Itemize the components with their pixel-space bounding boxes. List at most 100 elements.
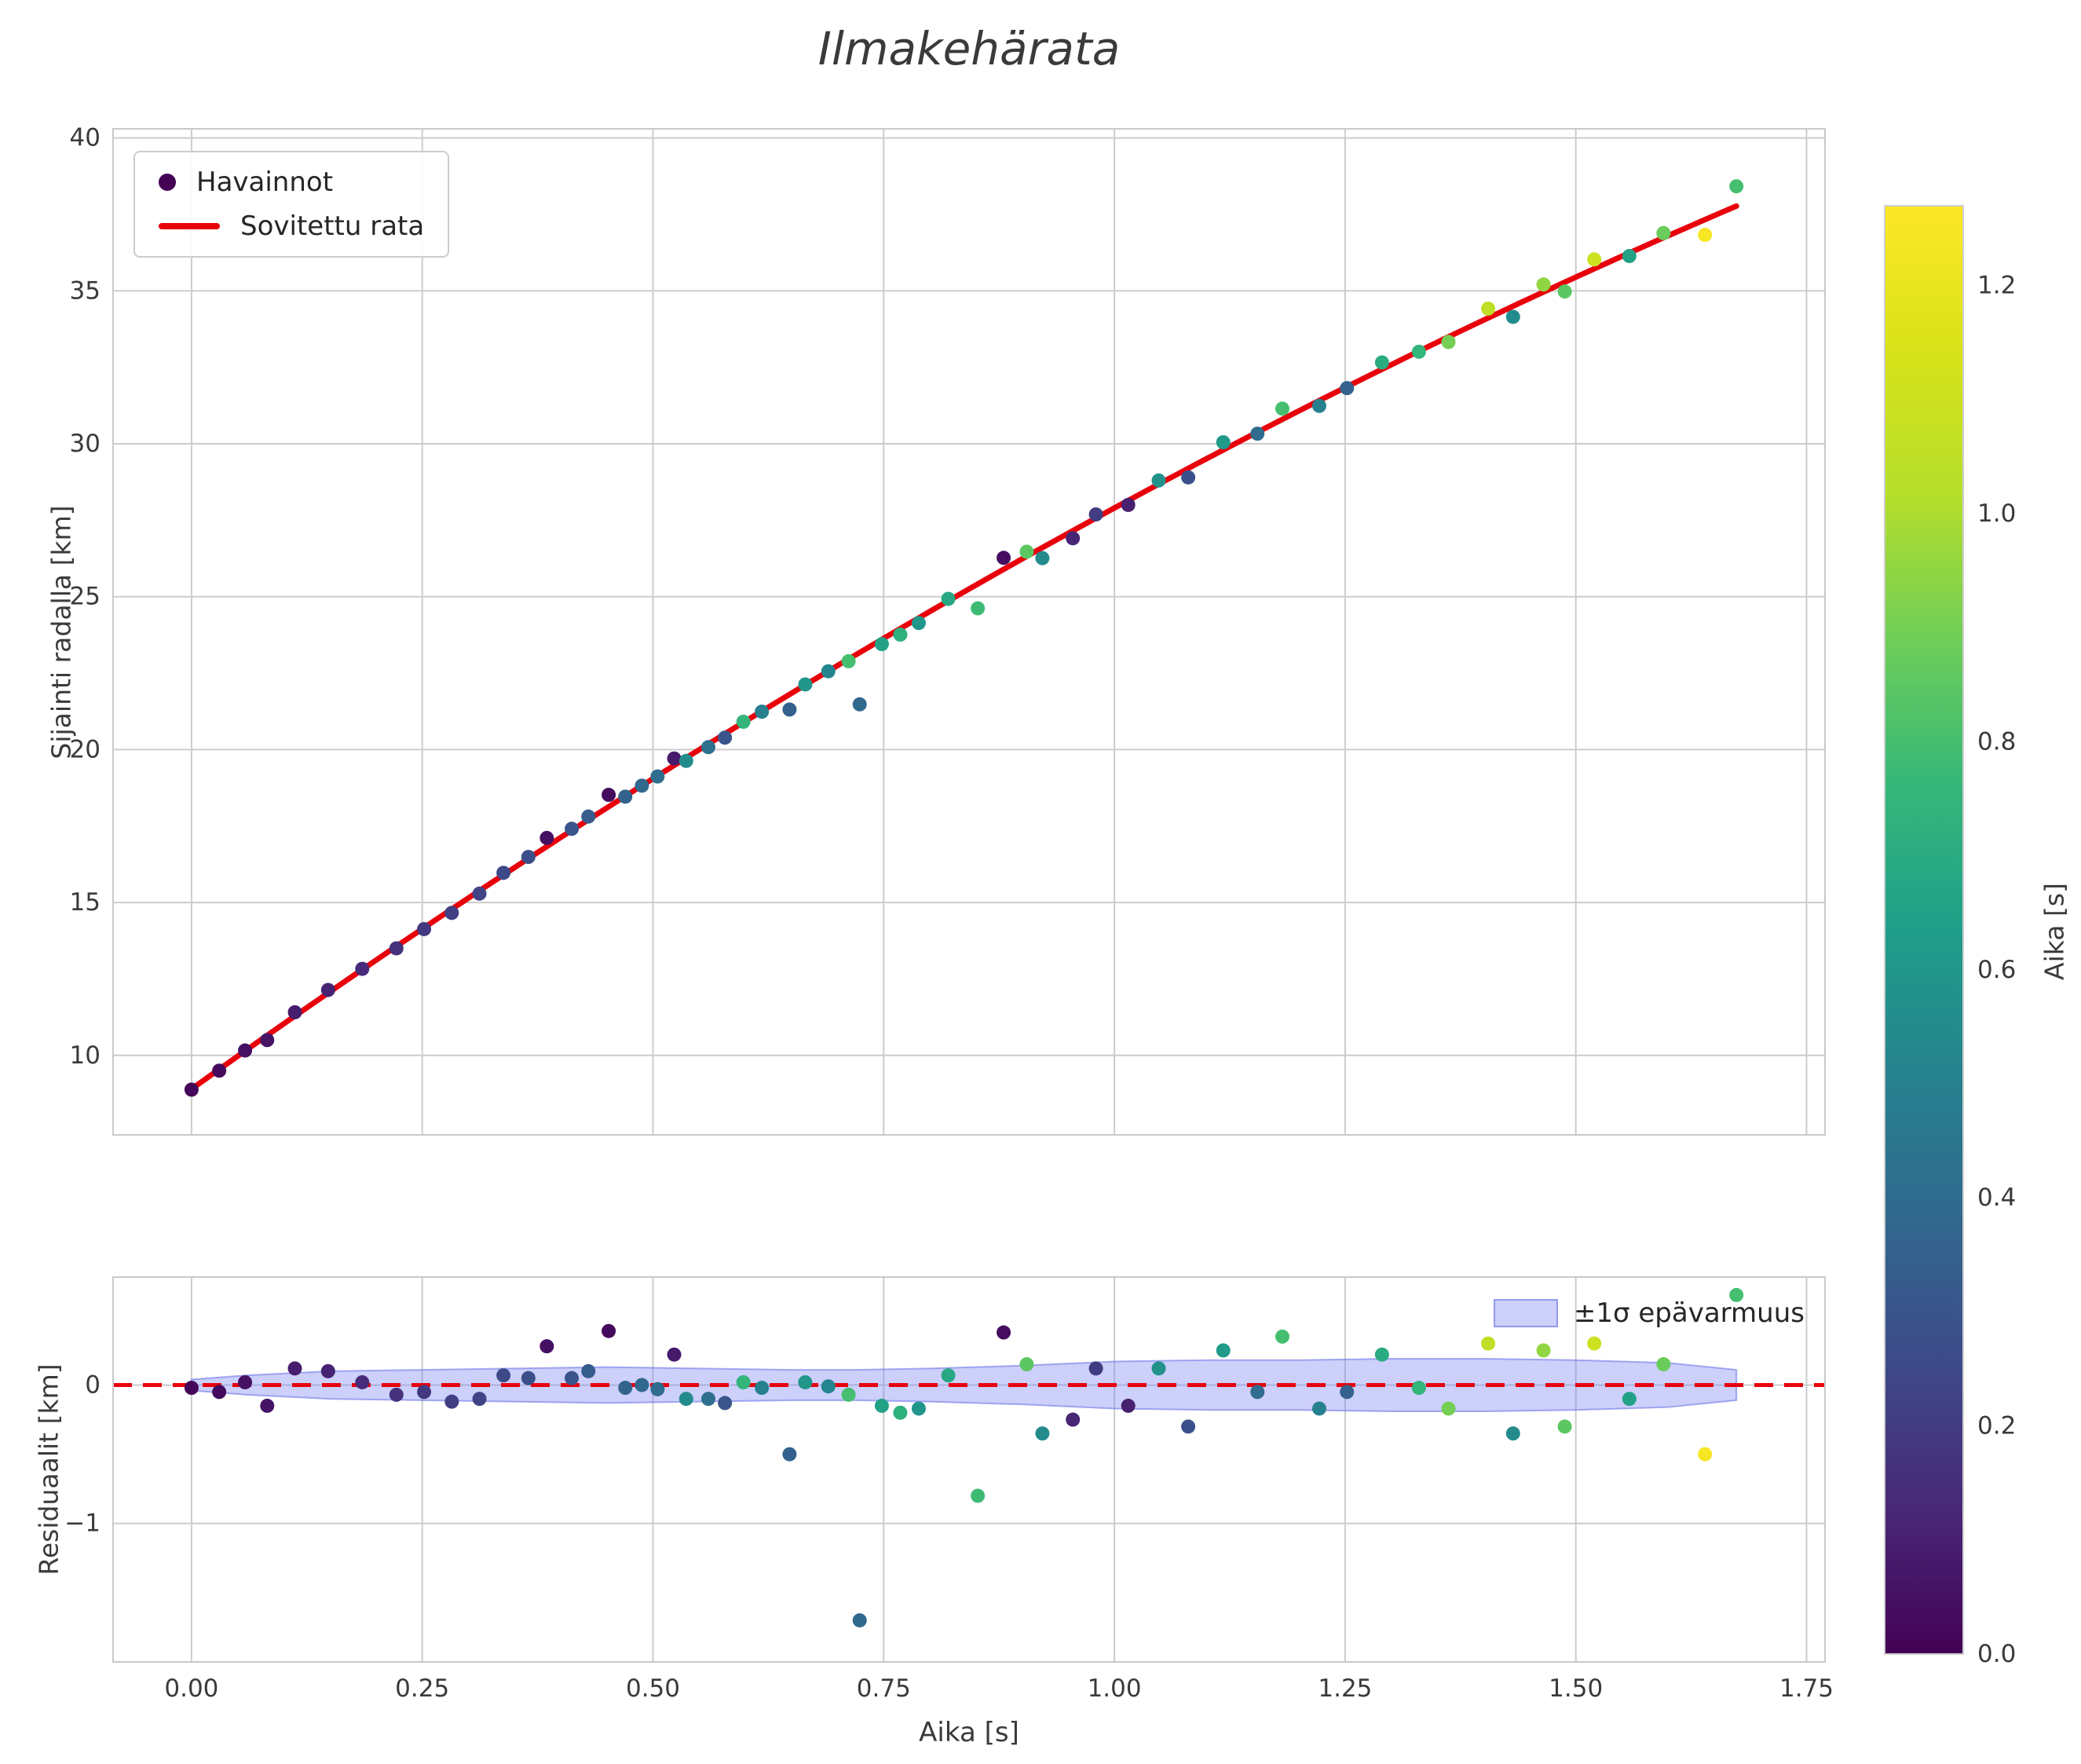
- scatter-point: [1088, 507, 1103, 522]
- colorbar-tick-label: 0.8: [1977, 727, 2016, 756]
- residual-point: [260, 1398, 275, 1413]
- residual-point: [287, 1361, 302, 1376]
- residual-point: [678, 1392, 693, 1407]
- x-tick-label: 1.25: [1318, 1674, 1372, 1703]
- scatter-point: [1622, 248, 1637, 263]
- scatter-point: [1557, 284, 1572, 299]
- x-axis-label: Aika [s]: [919, 1717, 1019, 1748]
- residual-point: [1181, 1419, 1196, 1434]
- scatter-point: [602, 788, 616, 803]
- residual-point: [1557, 1419, 1572, 1434]
- x-tick-label: 1.75: [1779, 1674, 1834, 1703]
- scatter-point: [911, 616, 926, 631]
- residual-point: [997, 1325, 1011, 1340]
- scatter-point: [893, 628, 908, 642]
- residual-point: [472, 1392, 487, 1407]
- scatter-point: [539, 830, 554, 845]
- residual-point: [667, 1347, 682, 1362]
- scatter-point: [1441, 335, 1456, 350]
- scatter-point: [1151, 473, 1166, 488]
- scatter-point: [718, 730, 733, 745]
- observations-marker-icon: [159, 174, 176, 191]
- scatter-point: [1505, 309, 1520, 324]
- axes-frame-0: [112, 128, 1826, 1136]
- legend-item-observations: Havainnot: [159, 167, 424, 198]
- scatter-point: [1035, 551, 1050, 565]
- residual-point: [650, 1382, 665, 1396]
- x-tick-label: 0.50: [626, 1674, 680, 1703]
- residual-point: [618, 1381, 633, 1396]
- residual-point: [1729, 1287, 1744, 1302]
- colorbar-tick-label: 0.0: [1977, 1640, 2016, 1668]
- residual-point: [874, 1398, 889, 1413]
- scatter-point: [1066, 531, 1081, 546]
- scatter-point: [667, 751, 682, 766]
- scatter-point: [389, 941, 404, 956]
- residual-point: [911, 1401, 926, 1416]
- x-tick-label: 0.25: [395, 1674, 449, 1703]
- trajectory-legend: Havainnot Sovitettu rata: [133, 151, 450, 258]
- scatter-point: [287, 1005, 302, 1019]
- scatter-point: [417, 921, 432, 936]
- scatter-point: [320, 983, 335, 997]
- scatter-point: [971, 601, 986, 616]
- residual-point: [1151, 1361, 1166, 1376]
- scatter-point: [184, 1082, 199, 1097]
- scatter-point: [650, 769, 665, 784]
- residuals-legend: ±1σ epävarmuus: [1493, 1297, 1805, 1329]
- residual-point: [602, 1323, 616, 1338]
- residual-point: [539, 1339, 554, 1354]
- colorbar-tick-label: 0.2: [1977, 1412, 2016, 1440]
- colorbar-label: Aika [s]: [2039, 883, 2070, 980]
- x-tick-label: 1.00: [1088, 1674, 1142, 1703]
- residual-point: [1587, 1336, 1602, 1351]
- colorbar-tick-label: 1.0: [1977, 500, 2016, 528]
- scatter-point: [1019, 544, 1034, 559]
- scatter-point: [635, 778, 649, 793]
- scatter-point: [1311, 398, 1326, 413]
- residual-point: [184, 1381, 199, 1396]
- residual-point: [736, 1374, 751, 1389]
- residual-point: [496, 1368, 511, 1383]
- residual-point: [355, 1374, 370, 1389]
- scatter-point: [701, 740, 716, 755]
- residual-point: [320, 1363, 335, 1378]
- scatter-point: [238, 1043, 253, 1058]
- residual-point: [1411, 1381, 1426, 1396]
- scatter-point: [1374, 355, 1389, 370]
- scatter-point: [618, 789, 633, 804]
- residual-point: [444, 1394, 459, 1409]
- residual-point: [1441, 1401, 1456, 1416]
- residual-point: [417, 1385, 432, 1400]
- scatter-point: [1121, 497, 1136, 512]
- residual-point: [1066, 1412, 1081, 1427]
- residual-point: [1505, 1426, 1520, 1441]
- scatter-point: [1181, 470, 1196, 485]
- scatter-point: [997, 551, 1011, 565]
- x-tick-label: 0.00: [164, 1674, 218, 1703]
- scatter-point: [798, 677, 813, 692]
- scatter-point: [1587, 252, 1602, 267]
- scatter-point: [212, 1063, 227, 1078]
- scatter-point: [821, 664, 836, 679]
- residual-point: [821, 1379, 836, 1394]
- scatter-point: [496, 866, 511, 880]
- uncertainty-band-swatch-icon: [1493, 1299, 1558, 1327]
- scatter-point: [874, 637, 889, 652]
- scatter-point: [841, 653, 856, 668]
- legend-label-uncertainty: ±1σ epävarmuus: [1573, 1297, 1805, 1329]
- scatter-point: [782, 702, 797, 717]
- chart-title: Ilmakehärata: [817, 22, 1121, 75]
- residual-point: [1216, 1343, 1231, 1358]
- scatter-point: [1536, 277, 1551, 292]
- colorbar-tick-label: 1.2: [1977, 272, 2016, 300]
- scatter-point: [1411, 344, 1426, 359]
- scatter-point: [755, 705, 770, 719]
- scatter-point: [1656, 225, 1671, 240]
- scatter-point: [852, 697, 867, 712]
- scatter-point: [581, 809, 596, 824]
- residual-point: [1275, 1329, 1289, 1344]
- y-tick-label: 40: [70, 124, 101, 152]
